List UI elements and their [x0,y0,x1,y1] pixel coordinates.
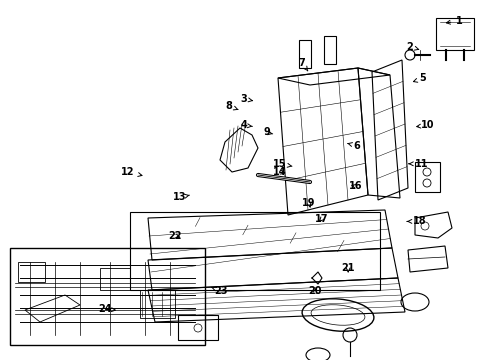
Text: 2: 2 [406,42,418,52]
Text: 9: 9 [263,127,272,138]
Text: 4: 4 [240,120,252,130]
Text: 1: 1 [446,16,462,26]
Text: 22: 22 [168,231,182,241]
Text: 21: 21 [341,263,354,273]
Text: 7: 7 [298,58,307,71]
Text: 12: 12 [121,167,142,177]
Text: 6: 6 [347,141,360,151]
Text: 11: 11 [408,159,427,169]
Text: 8: 8 [225,101,238,111]
Text: 15: 15 [272,159,291,169]
Text: 3: 3 [240,94,252,104]
Text: 23: 23 [211,286,227,296]
Text: 10: 10 [416,120,434,130]
Text: 20: 20 [308,286,322,296]
Text: 24: 24 [98,304,115,314]
Text: 18: 18 [407,216,426,226]
Text: 13: 13 [173,192,189,202]
Text: 19: 19 [302,198,315,208]
Text: 17: 17 [314,214,328,224]
Text: 14: 14 [272,167,286,177]
Text: 5: 5 [412,73,426,84]
Text: 16: 16 [348,181,362,192]
